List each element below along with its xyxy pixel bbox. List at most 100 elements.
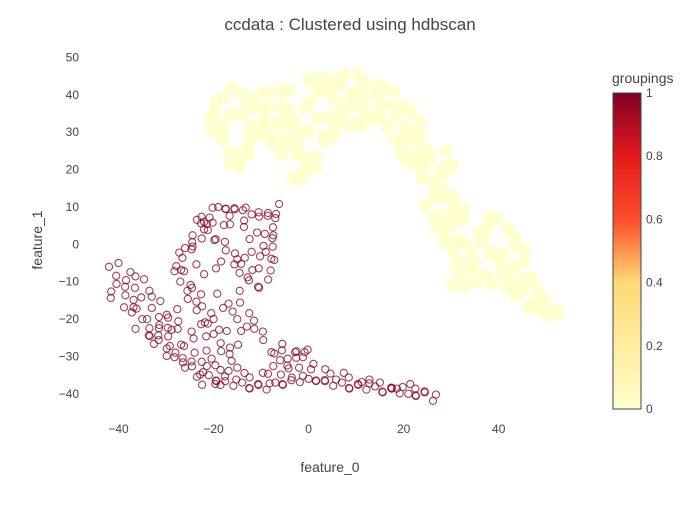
data-point	[261, 247, 270, 256]
data-point	[517, 254, 532, 269]
data-point	[302, 124, 317, 139]
data-point	[389, 108, 404, 123]
data-point	[230, 260, 239, 269]
data-point	[142, 314, 152, 324]
y-tick-label: 40	[66, 88, 80, 102]
data-point	[233, 340, 243, 349]
data-point	[187, 327, 196, 336]
data-point	[214, 325, 224, 334]
data-point	[220, 237, 230, 247]
data-point	[411, 384, 420, 393]
data-point	[447, 256, 462, 271]
data-point	[551, 306, 566, 321]
data-point	[404, 389, 413, 398]
data-point	[204, 371, 213, 380]
data-point	[197, 357, 206, 366]
x-tick-label: 40	[492, 422, 506, 436]
y-axis-title: feature_1	[29, 210, 45, 269]
data-point	[218, 303, 228, 313]
y-tick-label: −20	[59, 312, 80, 326]
data-point	[179, 341, 189, 351]
x-axis: −40 −20 0 20 40	[108, 422, 505, 436]
data-point	[211, 361, 220, 370]
data-point	[216, 91, 231, 105]
data-point	[145, 332, 154, 341]
data-point	[224, 107, 239, 122]
data-point	[173, 305, 182, 314]
data-point	[248, 265, 257, 275]
data-point	[243, 118, 258, 133]
data-point	[392, 384, 402, 393]
data-point	[224, 299, 233, 308]
data-point	[225, 211, 234, 220]
data-point	[357, 377, 366, 387]
x-tick-label: −40	[108, 422, 129, 436]
data-point	[275, 356, 285, 365]
data-point	[189, 334, 198, 343]
data-point	[197, 380, 207, 389]
data-point	[268, 223, 278, 232]
data-point	[409, 159, 424, 174]
data-point	[275, 111, 290, 126]
data-point	[495, 245, 510, 260]
data-point	[235, 298, 245, 307]
data-point	[455, 202, 470, 217]
data-point	[438, 144, 453, 159]
data-point	[285, 112, 300, 127]
data-point	[208, 203, 217, 212]
data-point	[417, 198, 432, 213]
data-point	[170, 353, 179, 362]
data-point	[506, 259, 520, 274]
data-point	[196, 290, 206, 299]
data-point	[466, 254, 480, 269]
data-point	[104, 262, 114, 271]
data-point	[196, 320, 206, 329]
data-point	[304, 374, 313, 384]
colorbar-ticks: 0 0.2 0.4 0.6 0.8 1	[646, 86, 663, 416]
data-point	[254, 208, 263, 217]
data-point	[245, 234, 254, 244]
data-point	[242, 93, 256, 108]
data-point	[278, 380, 288, 389]
data-point	[275, 82, 290, 96]
y-tick-label: −40	[59, 387, 80, 401]
data-point	[269, 361, 278, 371]
data-point	[298, 353, 308, 362]
data-point	[222, 326, 231, 336]
data-point	[126, 267, 135, 277]
data-point	[255, 252, 265, 261]
y-tick-label: −10	[59, 275, 80, 289]
data-point	[176, 277, 185, 286]
data-point	[308, 160, 323, 175]
data-point	[221, 377, 230, 386]
data-point	[203, 225, 212, 235]
data-point	[225, 220, 235, 229]
data-point	[162, 351, 171, 361]
data-point	[192, 215, 202, 224]
data-point	[127, 308, 136, 317]
data-point	[375, 378, 385, 387]
data-point	[192, 306, 201, 315]
data-point	[183, 294, 192, 304]
data-point	[326, 369, 335, 378]
data-point	[254, 380, 263, 390]
data-point	[235, 268, 244, 277]
data-point	[473, 233, 488, 248]
data-point	[254, 212, 264, 221]
data-point	[131, 272, 140, 281]
colorbar-gradient	[612, 92, 642, 410]
data-point	[454, 233, 469, 248]
data-point	[233, 314, 242, 324]
data-point	[268, 242, 277, 251]
data-point	[221, 246, 230, 255]
data-point	[277, 346, 287, 355]
data-point	[227, 356, 236, 366]
data-point	[345, 384, 354, 393]
data-point	[321, 365, 330, 374]
data-point	[528, 301, 543, 316]
data-point	[292, 347, 301, 356]
data-point	[445, 158, 459, 173]
colorbar-tick-label: 1	[646, 86, 653, 100]
data-point	[240, 139, 255, 154]
data-point	[375, 97, 390, 112]
